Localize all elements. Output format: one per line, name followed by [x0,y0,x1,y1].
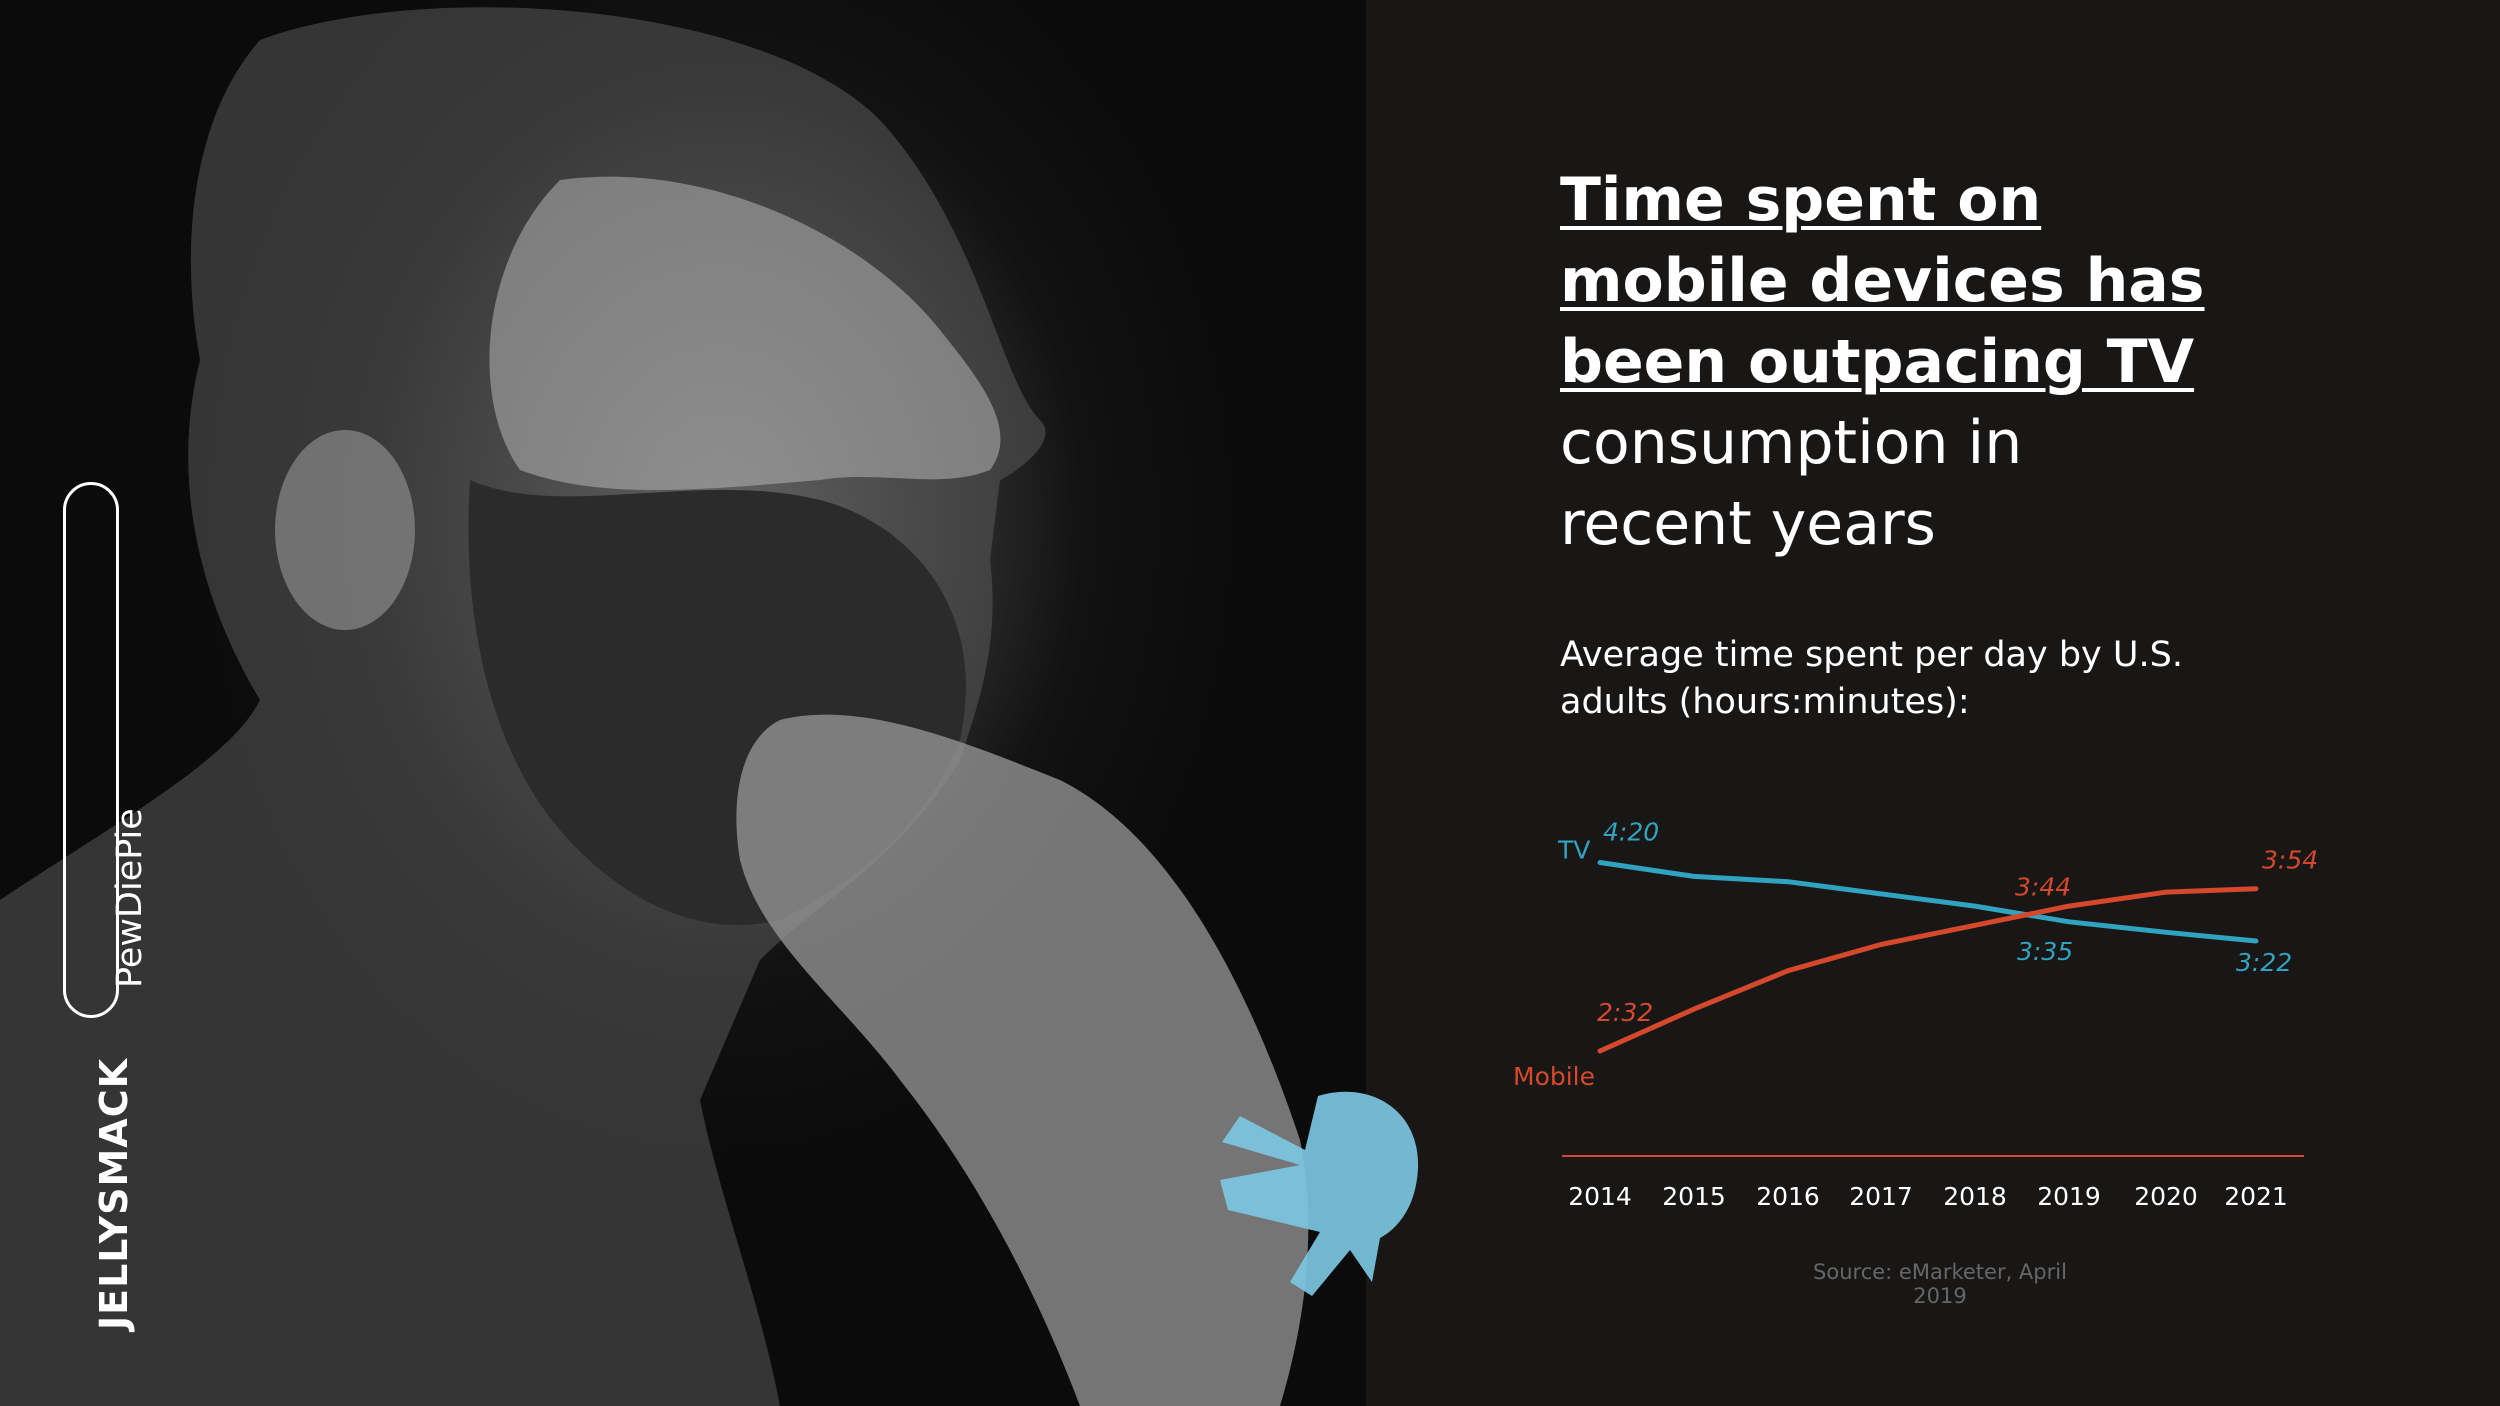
source-note: Source: eMarketer, April 2019 [1813,1260,2067,1308]
x-tick-label: 2016 [1756,1182,1820,1211]
data-label-mobile: 3:54 [2262,846,2318,875]
headline-line-4: consumption in [1560,408,2023,478]
x-tick-label: 2018 [1943,1182,2007,1211]
headline-line-3: been outpacing TV [1560,327,2195,397]
data-label-mobile: 2:32 [1597,998,1653,1027]
x-tick-label: 2020 [2134,1182,2198,1211]
chart-subtitle-line-2: adults (hours:minutes): [1560,682,1970,722]
portrait-photo [0,0,1366,1406]
headline-line-2: mobile devices has [1560,246,2205,316]
headline: Time spent on mobile devices has been ou… [1560,160,2320,565]
headline-line-5: recent years [1560,489,1936,559]
chart-subtitle: Average time spent per day by U.S. adult… [1560,632,2200,726]
data-label-tv: 3:35 [2017,937,2073,966]
x-tick-label: 2014 [1568,1182,1632,1211]
portrait-ear-shape [275,430,415,630]
x-tick-label: 2021 [2224,1182,2288,1211]
series-line-mobile [1597,886,2259,1054]
series-name-tv: TV [1557,835,1590,864]
series-line-tv [1597,860,2259,944]
x-tick-label: 2015 [1662,1182,1726,1211]
x-tick-label: 2019 [2037,1182,2101,1211]
portrait-hand-shape [736,714,1309,1406]
x-tick-label: 2017 [1849,1182,1913,1211]
data-label-mobile: 3:44 [2015,872,2071,901]
creator-pill [63,482,119,1018]
data-label-tv: 4:20 [1603,817,1659,846]
headline-line-1: Time spent on [1560,165,2042,235]
portrait-face-shape [489,176,1001,491]
data-label-tv: 3:22 [2236,948,2292,977]
series-name-mobile: Mobile [1513,1062,1595,1091]
chart-subtitle-line-1: Average time spent per day by U.S. [1560,635,2183,675]
